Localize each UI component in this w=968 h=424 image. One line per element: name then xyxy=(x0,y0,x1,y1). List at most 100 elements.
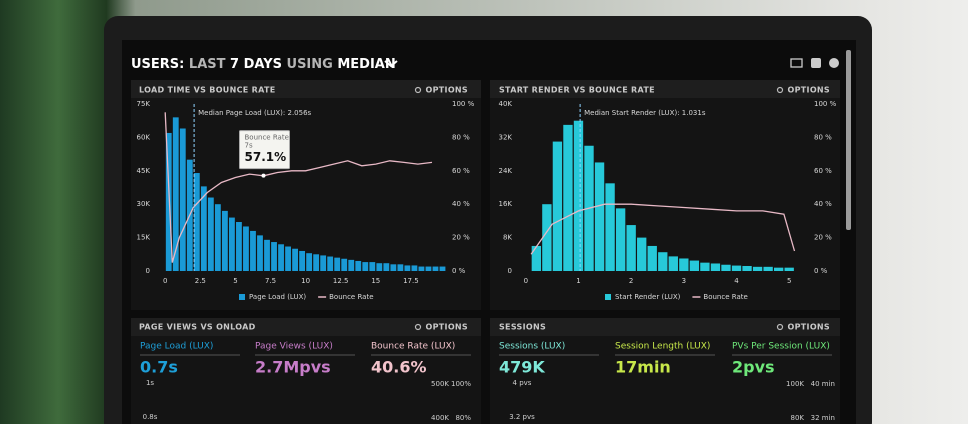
histogram-bar xyxy=(257,235,263,271)
axis-label: 100K xyxy=(786,380,804,388)
panel-header xyxy=(131,318,481,336)
options-button[interactable]: OPTIONS xyxy=(788,86,830,95)
legend-label: Start Render (LUX) xyxy=(615,293,681,301)
panel-header xyxy=(490,80,840,98)
panel-title: SESSIONS xyxy=(499,323,546,332)
histogram-bar xyxy=(542,204,552,271)
x-tick-label: 2.5 xyxy=(195,277,206,285)
histogram-bar xyxy=(306,253,313,271)
histogram-bar xyxy=(299,250,306,271)
legend-label: Bounce Rate xyxy=(329,293,373,301)
stat-value: 0.7s xyxy=(140,358,178,377)
help-icon[interactable] xyxy=(829,58,839,68)
x-tick-label: 2 xyxy=(629,277,633,285)
histogram-bar xyxy=(742,265,752,271)
x-tick-label: 0 xyxy=(163,277,167,285)
histogram-bar xyxy=(763,266,773,271)
panel-title: PAGE VIEWS VS ONLOAD xyxy=(139,323,256,332)
median-label: Median Start Render (LUX): 1.031s xyxy=(584,109,706,117)
x-tick-label: 3 xyxy=(682,277,686,285)
x-tick-label: 4 xyxy=(734,277,739,285)
histogram-bar xyxy=(229,217,235,271)
histogram-bar xyxy=(214,204,221,271)
y-tick-label: 60K xyxy=(137,133,151,141)
histogram-bar xyxy=(334,257,341,271)
y-tick-label: 8K xyxy=(503,234,512,242)
y-tick-label: 32K xyxy=(499,133,513,141)
histogram-bar xyxy=(668,256,678,271)
page-title[interactable]: USERS: LAST 7 DAYS USING MEDIAN xyxy=(131,57,396,72)
histogram-bar xyxy=(679,258,689,271)
x-tick-label: 5 xyxy=(787,277,791,285)
histogram-bar xyxy=(411,265,418,271)
axis-label: 400K xyxy=(431,414,449,422)
histogram-bar xyxy=(432,266,439,271)
panel-header xyxy=(131,80,481,98)
y-tick-label: 16K xyxy=(499,200,513,208)
axis-label: 500K xyxy=(431,380,449,388)
options-icon[interactable] xyxy=(776,86,784,94)
histogram-bar xyxy=(348,259,355,271)
histogram-bar xyxy=(292,248,298,271)
x-tick-label: 17.5 xyxy=(403,277,419,285)
histogram-bar xyxy=(752,266,763,271)
histogram-bar xyxy=(721,264,731,271)
title-part: MEDIAN xyxy=(337,57,395,72)
histogram-bar xyxy=(439,266,446,271)
axis-label: 4 pvs xyxy=(513,379,532,387)
y2-tick-label: 100 % xyxy=(452,100,475,108)
panel xyxy=(490,80,840,310)
x-tick-label: 15 xyxy=(371,277,380,285)
stat-value: 2.7Mpvs xyxy=(255,358,331,377)
histogram-bar xyxy=(341,258,348,271)
panel-header xyxy=(490,318,840,336)
histogram-bar xyxy=(647,245,657,271)
axis-label: 40 min xyxy=(811,380,835,388)
histogram-bar xyxy=(327,256,334,271)
x-tick-label: 0 xyxy=(524,277,528,285)
title-part: USING xyxy=(287,57,333,72)
histogram-bar xyxy=(243,226,249,271)
share-icon[interactable] xyxy=(811,58,821,68)
y2-tick-label: 60 % xyxy=(814,167,832,175)
options-icon[interactable] xyxy=(414,323,422,331)
histogram-bar xyxy=(172,117,179,271)
y-tick-label: 15K xyxy=(137,234,151,242)
histogram-bar xyxy=(626,225,636,271)
histogram-bar xyxy=(784,267,794,271)
axis-label: 100% xyxy=(451,380,471,388)
options-button[interactable]: OPTIONS xyxy=(426,86,468,95)
histogram-bar xyxy=(731,265,742,271)
line-series xyxy=(164,112,433,263)
axis-label: 80K xyxy=(791,414,805,422)
axis-label: 1s xyxy=(146,379,154,387)
legend-swatch xyxy=(605,294,611,300)
y-tick-label: 24K xyxy=(499,167,513,175)
tooltip-title: Bounce Rate xyxy=(245,134,289,142)
histogram-bar xyxy=(658,252,668,271)
x-tick-label: 1 xyxy=(576,277,580,285)
y-tick-label: 30K xyxy=(137,200,151,208)
title-part: USERS: xyxy=(131,57,184,72)
y2-tick-label: 40 % xyxy=(452,200,470,208)
options-icon[interactable] xyxy=(776,323,784,331)
options-icon[interactable] xyxy=(414,86,422,94)
histogram-bar xyxy=(573,120,584,271)
options-button[interactable]: OPTIONS xyxy=(426,323,468,332)
stat-value: 479K xyxy=(499,358,545,377)
panel-title: START RENDER VS BOUNCE RATE xyxy=(499,86,655,95)
monitor-icon[interactable] xyxy=(790,58,803,68)
y2-tick-label: 0 % xyxy=(452,267,466,275)
tooltip-value: 57.1% xyxy=(245,150,287,164)
options-button[interactable]: OPTIONS xyxy=(788,323,830,332)
histogram-bar xyxy=(404,265,411,271)
x-tick-label: 7.5 xyxy=(265,277,276,285)
title-part: 7 DAYS xyxy=(230,57,282,72)
histogram-bar xyxy=(278,244,284,271)
tooltip-x: 7s xyxy=(245,142,253,150)
tooltip xyxy=(239,130,290,170)
dropdown-chevron[interactable] xyxy=(384,60,398,68)
histogram-bar xyxy=(264,239,270,271)
stat-label: Page Views (LUX) xyxy=(255,342,333,352)
x-tick-label: 10 xyxy=(301,277,310,285)
